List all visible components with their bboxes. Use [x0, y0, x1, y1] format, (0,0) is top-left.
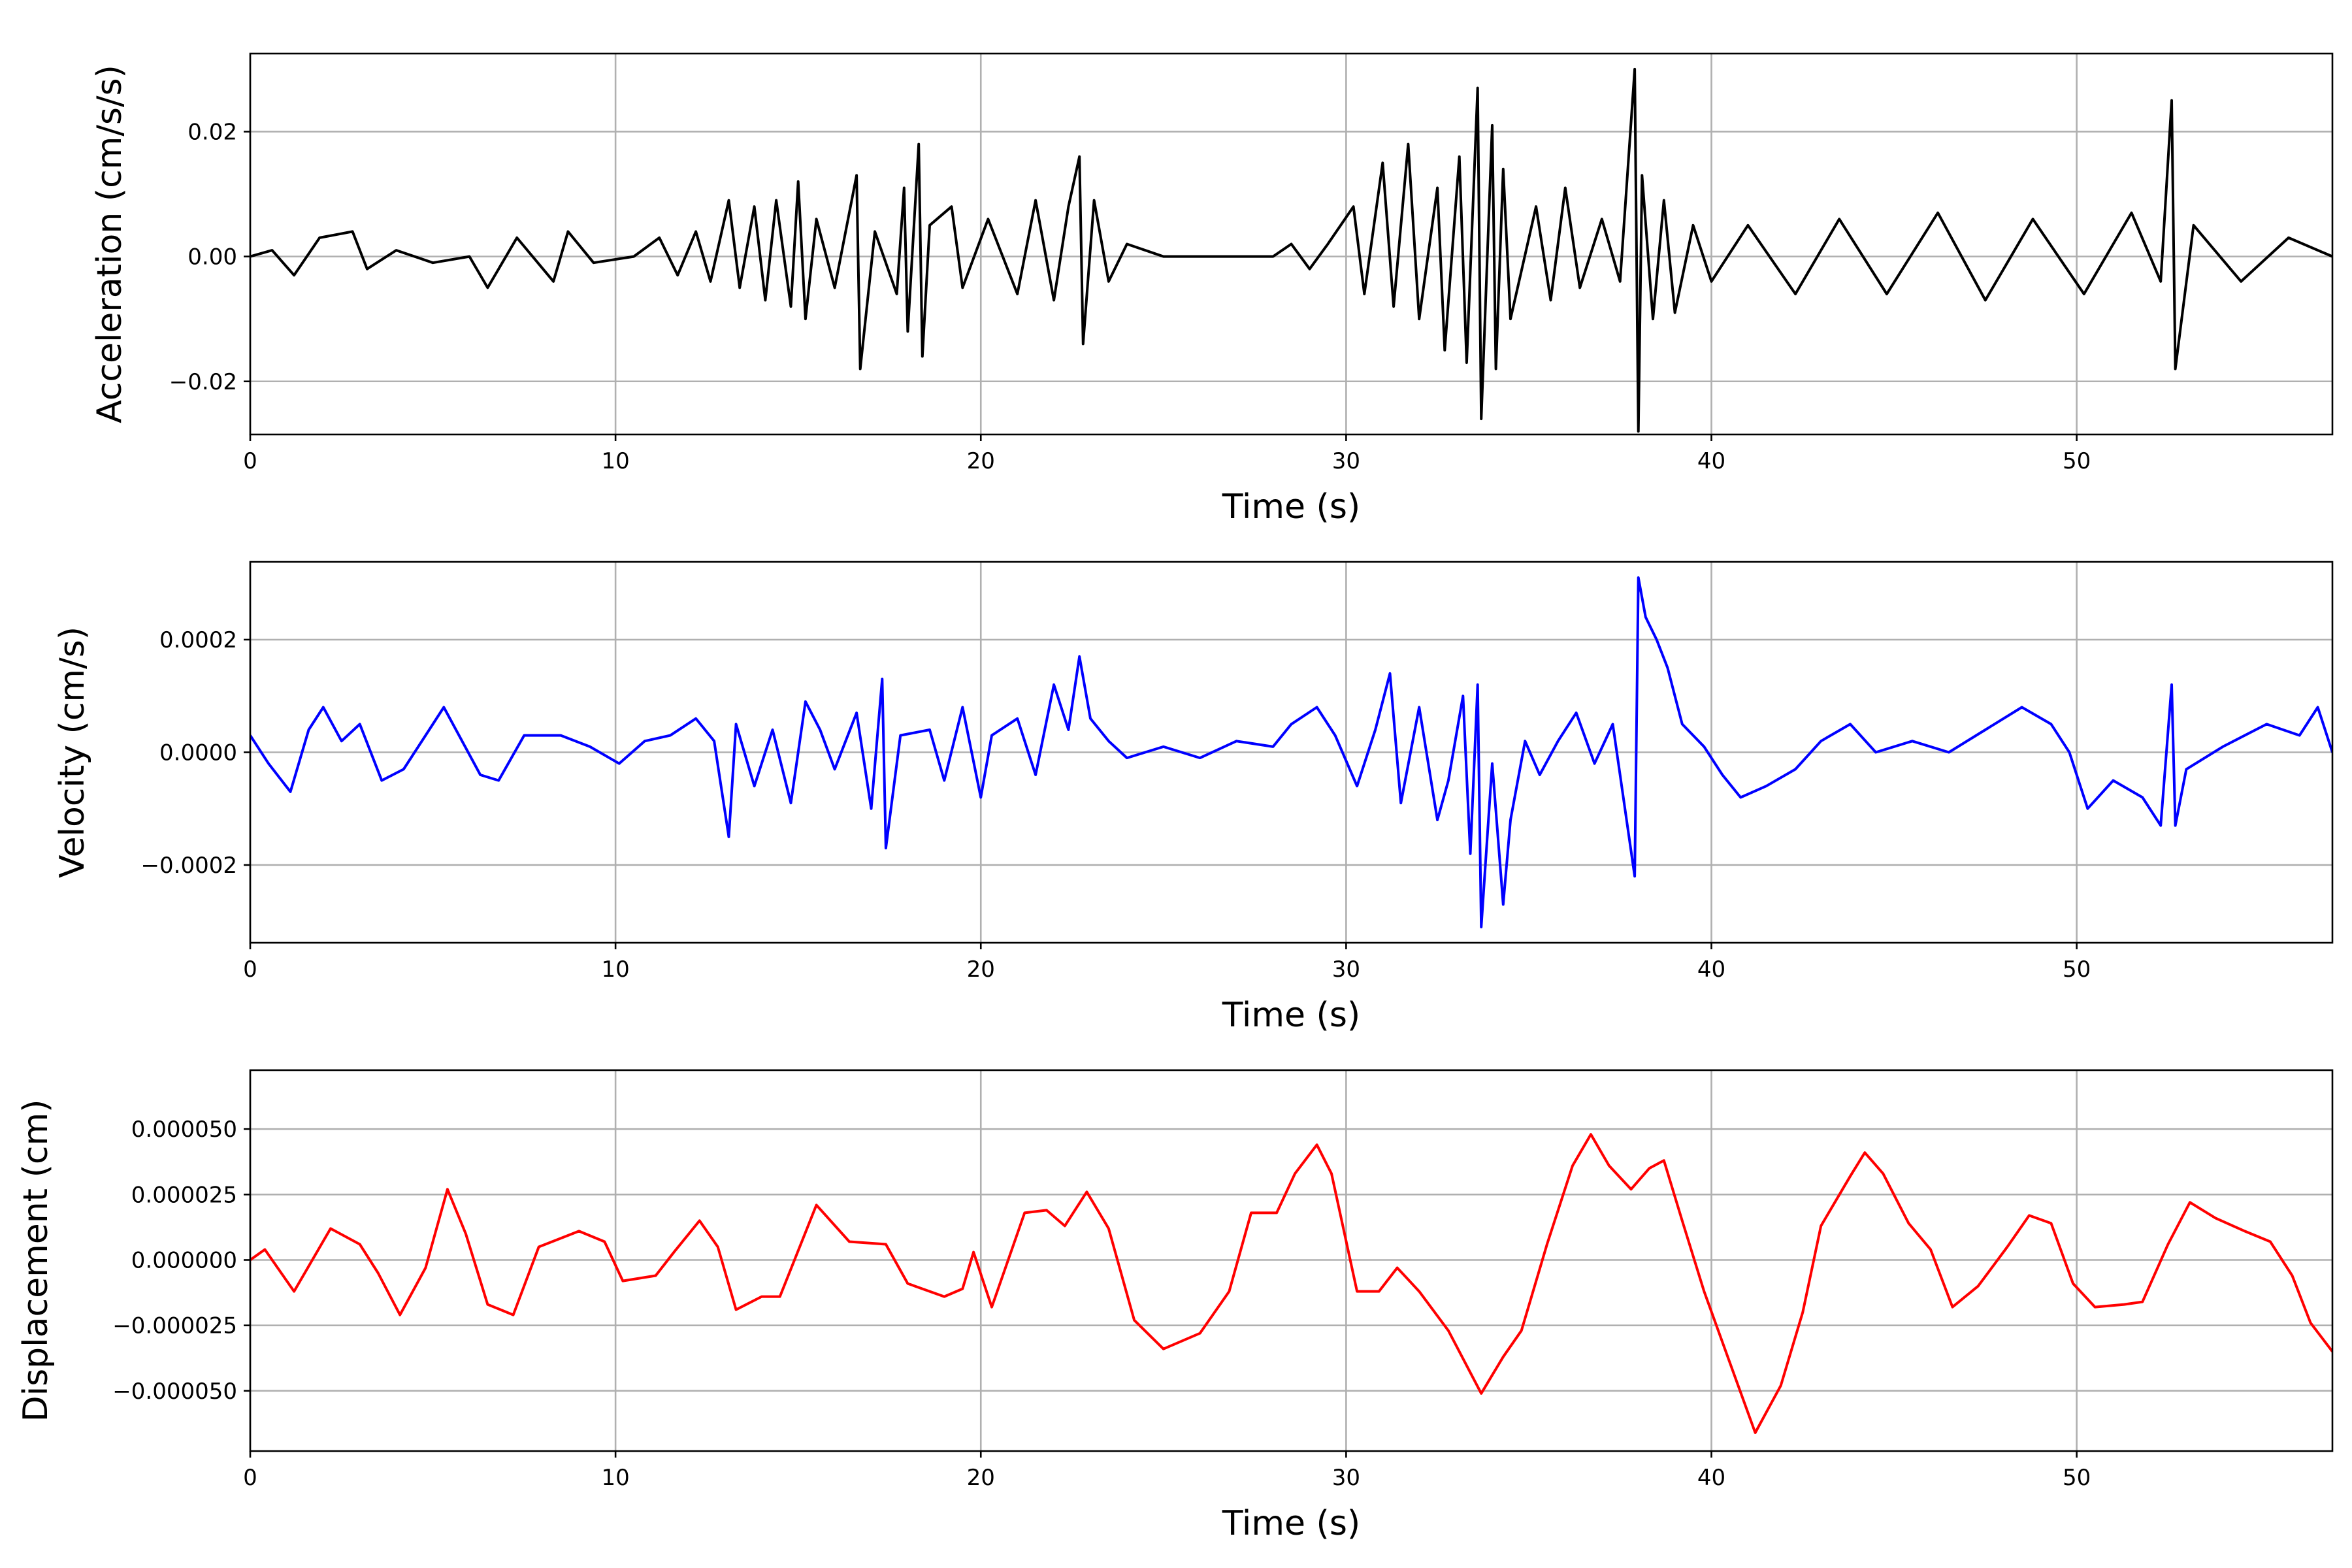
displacement-x-tick-label: 50 — [2063, 1465, 2091, 1491]
acceleration-x-axis-label: Time (s) — [1222, 487, 1360, 527]
acceleration-x-tick-label: 10 — [601, 448, 629, 474]
acceleration-plot-frame — [249, 52, 2334, 436]
acceleration-y-axis-label: Acceleration (cm/s/s) — [90, 65, 129, 423]
velocity-x-tick-label: 10 — [601, 956, 629, 983]
velocity-x-tick-label: 20 — [967, 956, 995, 983]
velocity-y-tick-label: −0.0002 — [141, 853, 237, 879]
displacement-x-tick-label: 40 — [1697, 1465, 1725, 1491]
acceleration-panel: 0 10 20 30 40 50 −0.02 0.00 0.02 Time (s) Accelera… — [90, 52, 2334, 527]
acceleration-y-tick-label: 0.00 — [188, 244, 237, 270]
acceleration-y-tick-label: 0.02 — [188, 119, 237, 145]
acceleration-x-tick-label: 40 — [1697, 448, 1725, 474]
displacement-y-tick-label: 0.000050 — [131, 1117, 237, 1143]
velocity-y-axis-label: Velocity (cm/s) — [53, 627, 92, 878]
displacement-x-tick-label: 20 — [967, 1465, 995, 1491]
velocity-y-tick-label: 0.0002 — [159, 627, 237, 653]
displacement-y-axis-label: Displacement (cm) — [16, 1100, 56, 1422]
displacement-y-tick-label: 0.000000 — [131, 1247, 237, 1273]
velocity-x-tick-label: 0 — [243, 956, 257, 983]
acceleration-x-tick-label: 50 — [2063, 448, 2091, 474]
displacement-x-tick-label: 0 — [243, 1465, 257, 1491]
acceleration-y-tick-label: −0.02 — [169, 369, 237, 395]
displacement-panel: 0 10 20 30 40 50 −0.000050 −0.000025 0.000000 0.0… — [16, 1069, 2334, 1543]
velocity-panel: 0 10 20 30 40 50 −0.0002 0.0000 0.0002 Time (s) Ve… — [53, 561, 2334, 1035]
velocity-x-tick-label: 40 — [1697, 956, 1725, 983]
displacement-y-tick-label: 0.000025 — [131, 1182, 237, 1208]
velocity-x-tick-label: 30 — [1332, 956, 1360, 983]
velocity-x-axis-label: Time (s) — [1222, 996, 1360, 1035]
displacement-x-tick-label: 10 — [601, 1465, 629, 1491]
velocity-series-line — [250, 576, 2332, 928]
acceleration-x-tick-label: 30 — [1332, 448, 1360, 474]
acceleration-x-tick-label: 0 — [243, 448, 257, 474]
displacement-y-tick-label: −0.000050 — [112, 1379, 237, 1405]
displacement-x-tick-label: 30 — [1332, 1465, 1360, 1491]
velocity-y-tick-label: 0.0000 — [159, 740, 237, 766]
acceleration-series-line — [250, 67, 2332, 433]
displacement-series-line — [250, 1133, 2332, 1434]
velocity-x-tick-label: 50 — [2063, 956, 2091, 983]
displacement-x-axis-label: Time (s) — [1222, 1504, 1360, 1543]
displacement-y-tick-label: −0.000025 — [112, 1313, 237, 1339]
acceleration-x-tick-label: 20 — [967, 448, 995, 474]
